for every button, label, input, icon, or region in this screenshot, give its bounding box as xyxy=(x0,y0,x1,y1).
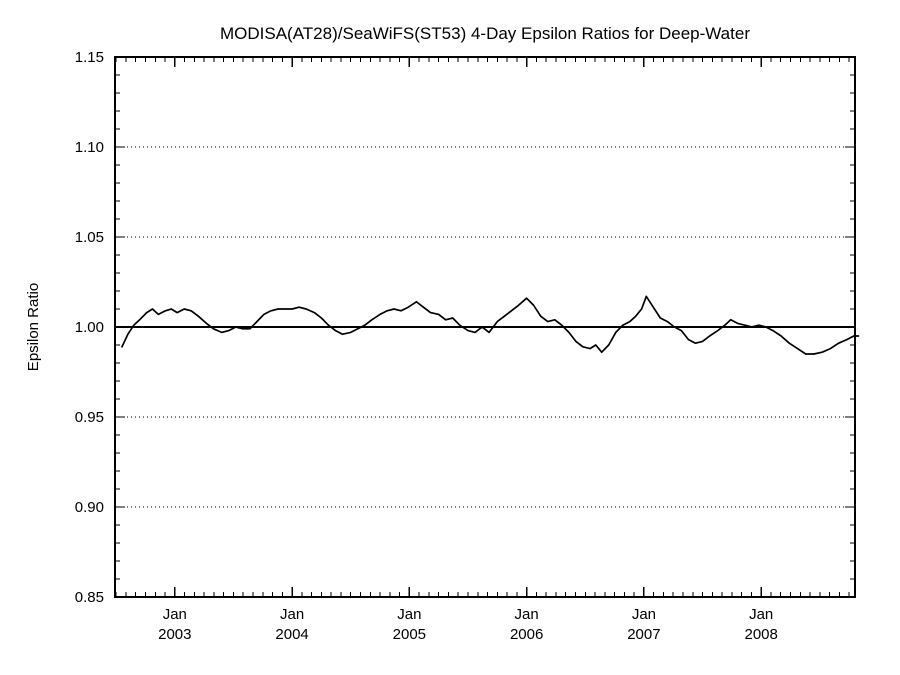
svg-text:2005: 2005 xyxy=(393,626,426,643)
svg-text:0.85: 0.85 xyxy=(75,589,104,606)
svg-text:1.05: 1.05 xyxy=(75,229,104,246)
svg-text:Jan: Jan xyxy=(280,606,304,623)
svg-text:2007: 2007 xyxy=(627,626,660,643)
svg-text:Jan: Jan xyxy=(749,606,773,623)
svg-text:Jan: Jan xyxy=(515,606,539,623)
y-axis-label: Epsilon Ratio xyxy=(25,283,42,371)
x-ticks xyxy=(115,57,850,597)
svg-text:2003: 2003 xyxy=(158,626,191,643)
svg-text:1.00: 1.00 xyxy=(75,319,104,336)
chart-title: MODISA(AT28)/SeaWiFS(ST53) 4-Day Epsilon… xyxy=(220,24,750,43)
svg-text:1.15: 1.15 xyxy=(75,49,104,66)
svg-text:Jan: Jan xyxy=(163,606,187,623)
x-tick-labels: Jan 2003 Jan 2004 Jan 2005 Jan 2006 Jan 2007 Jan 20… xyxy=(158,606,778,643)
data-line xyxy=(121,295,860,355)
svg-text:0.90: 0.90 xyxy=(75,499,104,516)
svg-text:Jan: Jan xyxy=(632,606,656,623)
svg-text:1.10: 1.10 xyxy=(75,139,104,156)
svg-text:2008: 2008 xyxy=(744,626,777,643)
svg-text:Jan: Jan xyxy=(397,606,421,623)
svg-text:0.95: 0.95 xyxy=(75,409,104,426)
y-tick-labels: 0.85 0.90 0.95 1.00 1.05 1.10 1.15 xyxy=(75,49,104,606)
y-ticks xyxy=(115,56,855,598)
svg-text:2004: 2004 xyxy=(275,626,308,643)
svg-text:2006: 2006 xyxy=(510,626,543,643)
